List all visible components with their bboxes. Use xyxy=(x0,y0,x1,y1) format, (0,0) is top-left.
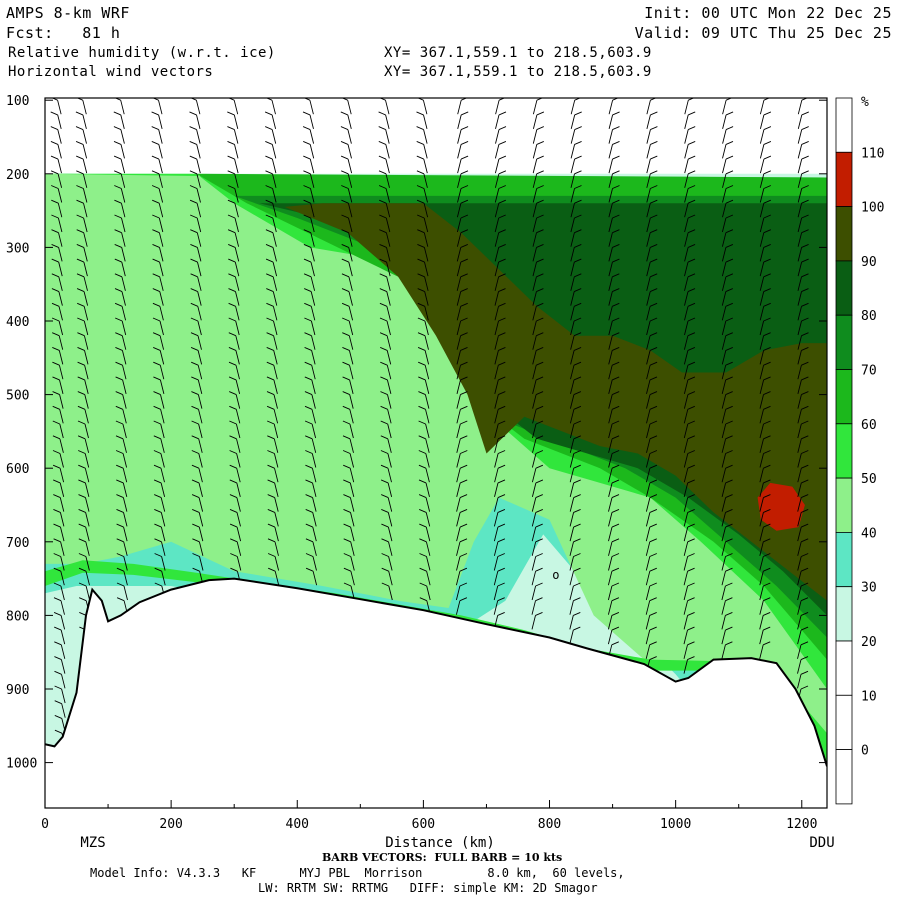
colorbar-swatch xyxy=(835,369,853,425)
y-tick-label: 300 xyxy=(6,241,29,256)
x-tick-label: 1000 xyxy=(660,817,691,832)
colorbar-level-label: 80 xyxy=(861,309,877,324)
colorbar-swatch xyxy=(835,314,853,370)
field-name-secondary: Horizontal wind vectors xyxy=(8,64,214,80)
colorbar-level-label: 0 xyxy=(861,744,869,759)
colorbar-level-label: 90 xyxy=(861,255,877,270)
physics-info: LW: RRTM SW: RRTMG DIFF: simple KM: 2D S… xyxy=(258,881,598,895)
wind-barb-column xyxy=(302,98,318,586)
wind-barb-column xyxy=(721,98,734,659)
wind-barb-column xyxy=(683,98,696,674)
colorbar-swatch xyxy=(835,640,853,696)
colorbar-swatch xyxy=(835,260,853,316)
wind-barb-column xyxy=(189,98,204,586)
colorbar-swatch xyxy=(835,97,853,153)
colorbar-swatch xyxy=(835,423,853,479)
x-tick-label: 800 xyxy=(538,817,561,832)
x-tick-label: 1200 xyxy=(786,817,817,832)
colorbar-swatch xyxy=(835,694,853,750)
wind-barb-column xyxy=(50,98,66,748)
wind-barb-column xyxy=(759,98,772,659)
x-tick-label: 200 xyxy=(159,817,182,832)
colorbar-level-label: 30 xyxy=(861,581,877,596)
x-axis-label: Distance (km) xyxy=(385,835,495,851)
colorbar-swatch xyxy=(835,151,853,208)
wind-barbs: o xyxy=(50,98,809,748)
init-time: Init: 00 UTC Mon 22 Dec 25 xyxy=(644,4,892,22)
colorbar-level-label: 40 xyxy=(861,526,877,541)
colorbar-swatch xyxy=(835,586,853,642)
forecast-hour: Fcst: 81 h xyxy=(6,24,121,42)
terrain-line xyxy=(45,577,827,767)
colorbar-swatch xyxy=(835,206,853,262)
colorbar-unit: % xyxy=(861,95,869,110)
cross-section-xy-1: XY= 367.1,559.1 to 218.5,603.9 xyxy=(384,45,652,61)
colorbar-level-label: 110 xyxy=(861,146,884,161)
colorbar-swatch xyxy=(835,749,853,805)
wind-barb-column xyxy=(264,98,280,586)
wind-barb-column xyxy=(569,98,582,645)
axes: 100 200 300 400 500 600 700 800 900 1000 0 200 400 60… xyxy=(6,94,835,851)
cross-section-xy-2: XY= 367.1,559.1 to 218.5,603.9 xyxy=(384,64,652,80)
colorbar-level-label: 100 xyxy=(861,201,884,216)
wind-barb-column xyxy=(378,98,393,601)
y-tick-label: 900 xyxy=(6,683,29,698)
model-info: Model Info: V4.3.3 KF MYJ PBL Morrison 8… xyxy=(90,866,625,880)
y-tick-label: 1000 xyxy=(6,757,37,772)
rh-band-60-70-surface xyxy=(45,560,827,770)
y-tick-label: 700 xyxy=(6,536,29,551)
wind-barb-column xyxy=(113,98,129,615)
colorbar-swatch xyxy=(835,477,853,533)
x-endpoint-left: MZS xyxy=(80,835,105,851)
wind-barb-column xyxy=(227,98,242,586)
plot-frame xyxy=(44,97,828,809)
wind-barb-column xyxy=(75,98,91,645)
wind-barb-column xyxy=(151,98,166,601)
y-tick-label: 500 xyxy=(6,389,29,404)
wind-barb-column xyxy=(531,98,545,630)
wind-barb-column xyxy=(493,98,507,630)
y-tick-label: 800 xyxy=(6,609,29,624)
wind-barb-column xyxy=(340,98,355,601)
y-tick-label: 400 xyxy=(6,315,29,330)
rh-band-100-110 xyxy=(284,203,827,601)
colorbar-swatch xyxy=(835,532,853,588)
terrain xyxy=(45,577,827,807)
wind-barb-column xyxy=(797,98,809,704)
x-tick-label: 600 xyxy=(412,817,435,832)
colorbar-level-label: 20 xyxy=(861,635,877,650)
wind-barb-column xyxy=(416,98,431,615)
field-name-primary: Relative humidity (w.r.t. ice) xyxy=(8,45,276,61)
colorbar-level-label: 10 xyxy=(861,689,877,704)
y-tick-label: 100 xyxy=(6,94,29,109)
colorbar-level-label: 50 xyxy=(861,472,877,487)
colorbar-level-label: 60 xyxy=(861,418,877,433)
colorbar-level-label: 70 xyxy=(861,364,877,379)
x-endpoint-right: DDU xyxy=(809,835,834,851)
terrain-fill xyxy=(45,578,827,807)
barb-note: BARB VECTORS: FULL BARB = 10 kts xyxy=(322,851,563,864)
model-title: AMPS 8-km WRF xyxy=(6,4,130,22)
x-tick-label: 0 xyxy=(41,817,49,832)
wind-barb-column xyxy=(607,98,620,659)
wind-barb-column xyxy=(645,98,658,674)
y-tick-label: 600 xyxy=(6,462,29,477)
y-tick-label: 200 xyxy=(6,168,29,183)
valid-time: Valid: 09 UTC Thu 25 Dec 25 xyxy=(634,24,892,42)
annotation-mark: o xyxy=(552,568,559,582)
wind-barb-column xyxy=(455,98,469,615)
x-tick-label: 400 xyxy=(286,817,309,832)
